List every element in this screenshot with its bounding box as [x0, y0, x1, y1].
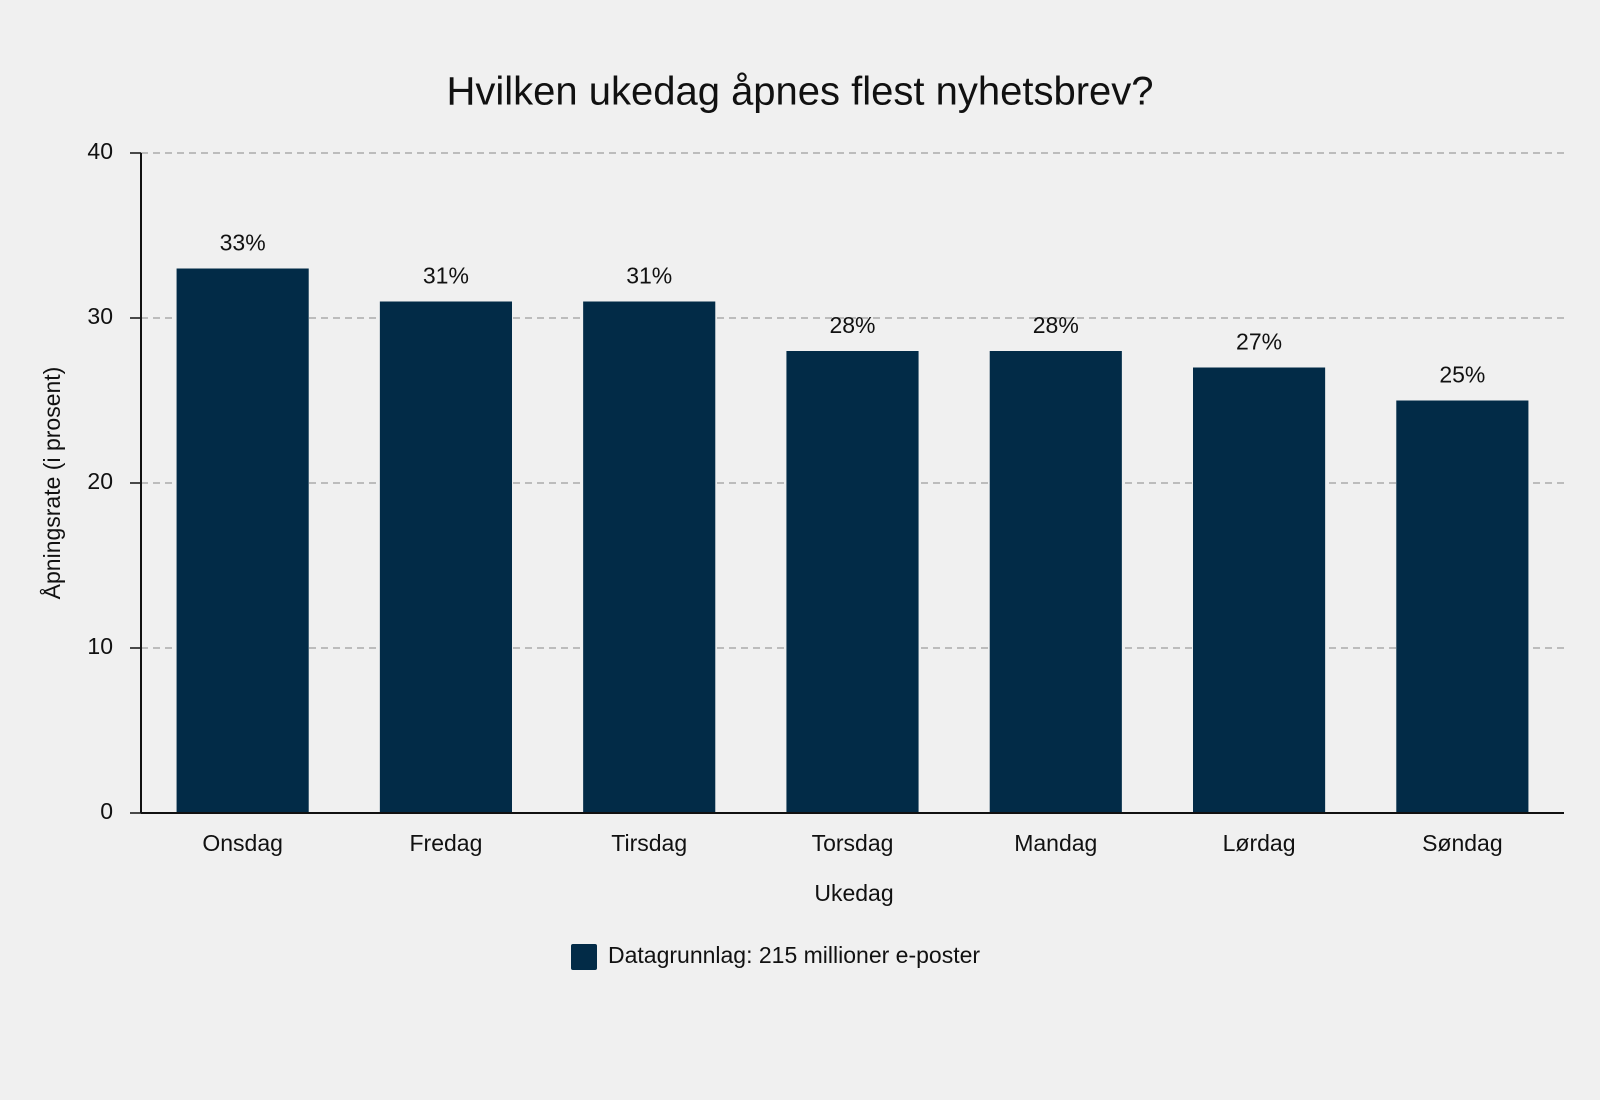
x-tick-label: Mandag [1014, 830, 1097, 856]
bar [786, 351, 919, 813]
bar [583, 301, 716, 813]
x-tick-label: Lørdag [1223, 830, 1296, 856]
bar [989, 351, 1122, 813]
y-tick-label: 40 [87, 138, 113, 164]
bar [176, 268, 309, 813]
y-axis-label: Åpningsrate (i prosent) [38, 367, 65, 600]
data-label: 27% [1236, 329, 1282, 355]
legend-label: Datagrunnlag: 215 millioner e-poster [608, 942, 980, 968]
x-tick-label: Fredag [409, 830, 482, 856]
bar [379, 301, 512, 813]
y-tick-label: 0 [100, 798, 113, 824]
data-label: 33% [220, 230, 266, 256]
y-tick-label: 10 [87, 633, 113, 659]
x-tick-label: Torsdag [812, 830, 894, 856]
x-axis-label: Ukedag [814, 880, 893, 906]
data-label: 31% [423, 263, 469, 289]
x-tick-label: Søndag [1422, 830, 1503, 856]
legend-swatch [571, 944, 597, 970]
data-label: 31% [626, 263, 672, 289]
data-label: 28% [829, 312, 875, 338]
bar [1396, 400, 1529, 813]
data-label: 28% [1033, 312, 1079, 338]
bar [1193, 367, 1326, 813]
chart-title: Hvilken ukedag åpnes flest nyhetsbrev? [446, 70, 1153, 114]
data-label: 25% [1439, 362, 1485, 388]
y-tick-label: 20 [87, 468, 113, 494]
x-tick-label: Onsdag [202, 830, 283, 856]
x-tick-label: Tirsdag [611, 830, 687, 856]
y-tick-label: 30 [87, 303, 113, 329]
